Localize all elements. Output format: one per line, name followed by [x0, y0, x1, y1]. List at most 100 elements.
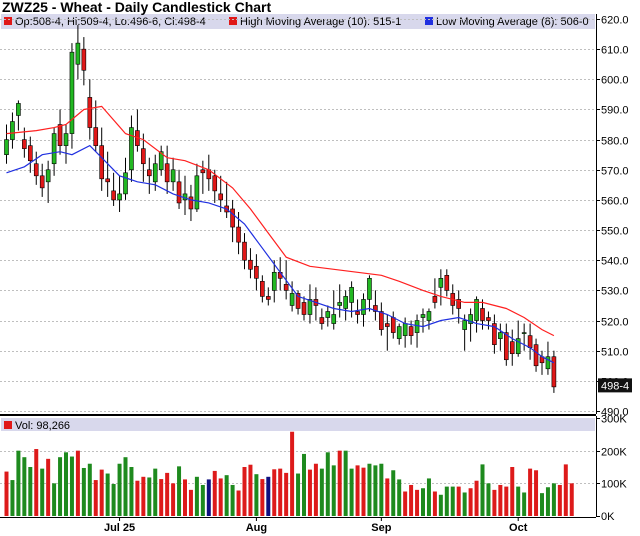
volume-bar	[99, 469, 104, 516]
candle-down	[236, 226, 241, 243]
candle-up	[117, 193, 122, 201]
candle-up	[361, 299, 366, 315]
candle-down	[188, 196, 194, 210]
volume-bar	[403, 491, 408, 516]
x-tick-label: Jul 25	[104, 522, 135, 534]
volume-bar	[22, 457, 27, 516]
ohlc-legend-text: Op:508-4, Hi:509-4, Lo:496-6, Cl:498-4	[15, 16, 206, 28]
volume-bar	[153, 468, 158, 516]
moving-averages	[6, 105, 555, 364]
price-axis: 490.0500.0510.0520.0530.0540.0550.0560.0…	[596, 15, 629, 419]
volume-tick-label: 0K	[601, 511, 615, 523]
candle-down	[164, 163, 170, 183]
price-tick-label: 520.0	[601, 317, 629, 329]
volume-bar	[183, 479, 187, 516]
volume-bar	[218, 478, 223, 516]
volume-bar	[58, 457, 63, 516]
candle-up	[129, 127, 134, 171]
volume-bar	[230, 484, 235, 516]
candle-down	[527, 335, 533, 348]
volume-bar	[349, 468, 354, 516]
volume-bar	[40, 468, 45, 516]
candles	[4, 25, 557, 393]
volume-bar	[69, 456, 74, 516]
volume-bar	[123, 457, 128, 516]
candle-down	[105, 178, 110, 183]
price-tick-label: 590.0	[601, 105, 629, 117]
candle-up	[349, 287, 354, 303]
x-tick-label: Sep	[371, 522, 391, 534]
volume-bar	[355, 465, 360, 516]
volume-bar	[165, 472, 170, 516]
volume-bar	[528, 468, 533, 516]
low-ma-legend-swatch	[425, 17, 433, 25]
volume-bar	[28, 467, 33, 516]
volume-bar	[450, 486, 455, 516]
candle-down	[242, 241, 247, 261]
x-axis: Jul 25 Aug Sep Oct	[104, 517, 528, 534]
x-tick-label: Aug	[246, 522, 267, 534]
volume-bar	[260, 479, 265, 516]
volume-bar	[147, 477, 152, 516]
price-tick-label: 600.0	[601, 75, 629, 87]
volume-bar	[468, 488, 473, 516]
ohlc-legend-swatch	[4, 17, 12, 25]
volume-bar	[504, 486, 509, 516]
volume-bar	[141, 476, 146, 516]
candle-up	[158, 151, 164, 171]
candle-up	[194, 175, 200, 210]
volume-bar	[361, 467, 366, 516]
price-tick-label: 610.0	[601, 45, 629, 57]
x-tick-label: Oct	[509, 522, 528, 534]
candle-down	[218, 193, 223, 201]
volume-tick-label: 200K	[601, 447, 627, 459]
volume-bar	[474, 480, 479, 516]
candle-up	[4, 139, 9, 155]
candle-down	[379, 311, 384, 330]
last-price-box	[598, 378, 632, 393]
candle-down	[301, 302, 307, 315]
volume-bar	[10, 480, 15, 516]
candle-down	[39, 175, 45, 189]
low-moving-average-line	[6, 144, 555, 364]
candle-up	[271, 271, 277, 291]
candle-up	[63, 133, 69, 146]
candle-up	[414, 320, 420, 333]
candle-up	[498, 332, 503, 339]
volume-bar	[421, 488, 425, 516]
volume-bar	[16, 450, 21, 516]
volume-bar	[105, 473, 110, 516]
volume-bar	[46, 458, 51, 516]
volume-bar	[177, 466, 182, 516]
volume-bar	[64, 452, 68, 516]
volume-bar	[510, 467, 515, 516]
candle-up	[289, 293, 295, 306]
volume-bar	[516, 486, 521, 516]
price-grid	[0, 19, 596, 412]
volume-bar	[224, 475, 229, 516]
candle-down	[408, 326, 414, 336]
last-price-marker: 498-4	[598, 378, 632, 393]
volume-bar	[569, 483, 574, 516]
volume-bar	[367, 463, 372, 516]
volume-bar	[480, 464, 485, 516]
candle-down	[57, 124, 63, 146]
volume-bar	[415, 489, 420, 516]
candle-up	[337, 302, 343, 306]
volume-bar	[534, 470, 539, 516]
candle-down	[248, 259, 253, 270]
candle-down	[230, 208, 235, 228]
candle-down	[254, 265, 259, 279]
candle-down	[212, 175, 218, 192]
candle-down	[373, 305, 378, 312]
price-legend-bar	[1, 14, 595, 29]
price-tick-label: 490.0	[601, 407, 629, 419]
volume-bar	[540, 493, 544, 516]
volume-bar	[284, 472, 289, 516]
volume-bar	[545, 487, 550, 516]
candle-down	[283, 284, 289, 291]
candle-down	[260, 281, 265, 297]
volume-legend-swatch	[4, 421, 12, 429]
volume-bar	[171, 483, 176, 516]
